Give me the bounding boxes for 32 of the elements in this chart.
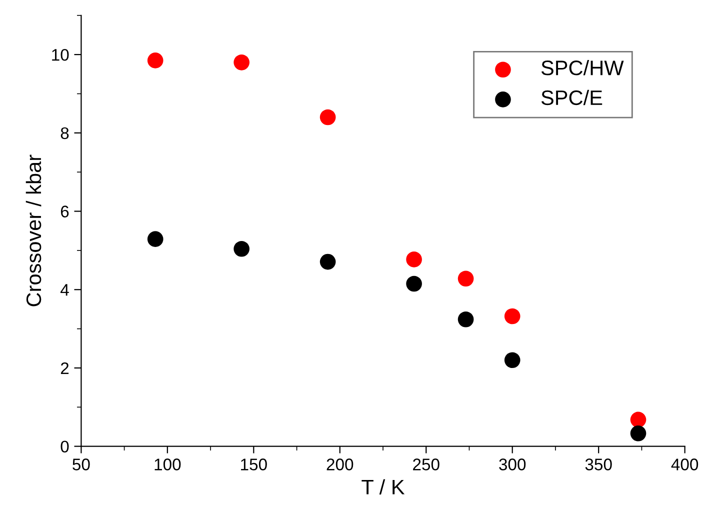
x-tick-label: 350 [585, 458, 612, 470]
x-tick-label: 200 [326, 458, 354, 470]
point [458, 270, 474, 287]
x-tick-label: 400 [671, 458, 698, 470]
point [406, 276, 422, 292]
x-tick-label: 100 [154, 458, 181, 470]
point [458, 311, 474, 328]
x-tick-label: 50 [72, 458, 90, 470]
legend-label: SPC/E [541, 90, 602, 106]
legend-label: SPC/HW [541, 60, 624, 76]
point [320, 109, 336, 126]
point [504, 308, 520, 324]
x-tick-label: 300 [499, 458, 526, 470]
y-tick-label: 10 [52, 48, 69, 61]
y-tick-label: 4 [60, 284, 69, 296]
x-axis-title: T / K [362, 479, 405, 495]
y-tick-label: 8 [60, 127, 69, 140]
point [147, 52, 164, 68]
point [406, 252, 422, 268]
point [234, 240, 250, 257]
point [630, 412, 646, 428]
y-axis-title: Crossover / kbar [26, 154, 42, 306]
point [504, 352, 520, 368]
point [630, 425, 646, 442]
y-tick-label: 2 [60, 362, 69, 374]
x-tick-label: 150 [241, 458, 267, 470]
point [147, 231, 164, 247]
point [234, 54, 250, 70]
y-tick-label: 0 [60, 440, 69, 453]
y-tick-label: 6 [60, 206, 69, 218]
x-tick-label: 250 [413, 458, 440, 470]
point [320, 254, 336, 270]
